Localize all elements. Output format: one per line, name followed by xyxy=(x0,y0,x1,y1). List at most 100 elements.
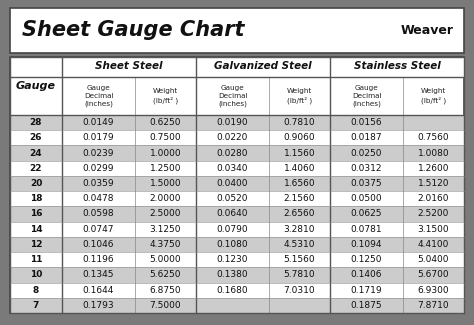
Text: 3.2810: 3.2810 xyxy=(284,225,315,234)
Text: 0.0640: 0.0640 xyxy=(217,210,248,218)
Bar xyxy=(10,146,464,161)
Bar xyxy=(62,57,464,77)
Text: 2.6560: 2.6560 xyxy=(284,210,315,218)
Bar xyxy=(10,130,464,146)
Text: 0.0478: 0.0478 xyxy=(83,194,114,203)
Text: 1.2500: 1.2500 xyxy=(150,164,181,173)
Text: 0.1080: 0.1080 xyxy=(217,240,248,249)
Text: 2.1560: 2.1560 xyxy=(284,194,315,203)
Bar xyxy=(10,237,464,252)
Bar xyxy=(10,206,464,222)
Text: Weight
(lb/ft² ): Weight (lb/ft² ) xyxy=(153,88,178,104)
Text: 11: 11 xyxy=(30,255,42,264)
Text: Galvanized Steel: Galvanized Steel xyxy=(214,61,312,71)
Text: 0.6250: 0.6250 xyxy=(150,118,181,127)
Text: 2.5000: 2.5000 xyxy=(150,210,181,218)
Text: 8: 8 xyxy=(33,286,39,295)
Bar xyxy=(10,8,464,53)
Text: 0.1406: 0.1406 xyxy=(351,270,382,280)
Text: Gauge
Decimal
(inches): Gauge Decimal (inches) xyxy=(218,85,247,107)
Text: 5.0000: 5.0000 xyxy=(150,255,182,264)
Text: Gauge: Gauge xyxy=(16,81,56,91)
Text: 0.0220: 0.0220 xyxy=(217,133,248,142)
Text: Stainless Steel: Stainless Steel xyxy=(354,61,440,71)
Text: 7: 7 xyxy=(33,301,39,310)
Text: Weight
(lb/ft² ): Weight (lb/ft² ) xyxy=(287,88,312,104)
Text: 22: 22 xyxy=(30,164,42,173)
Text: 0.1644: 0.1644 xyxy=(83,286,114,295)
Text: 2.0000: 2.0000 xyxy=(150,194,181,203)
Text: 0.1380: 0.1380 xyxy=(217,270,248,280)
Text: 7.0310: 7.0310 xyxy=(284,286,315,295)
Text: 7.5000: 7.5000 xyxy=(150,301,182,310)
Text: Sheet Gauge Chart: Sheet Gauge Chart xyxy=(22,20,245,41)
Text: 10: 10 xyxy=(30,270,42,280)
Text: 5.6700: 5.6700 xyxy=(418,270,449,280)
Text: 0.0747: 0.0747 xyxy=(83,225,114,234)
Bar xyxy=(10,176,464,191)
Text: 0.0790: 0.0790 xyxy=(217,225,248,234)
Bar xyxy=(10,161,464,176)
Text: 0.7560: 0.7560 xyxy=(418,133,449,142)
Text: 0.0781: 0.0781 xyxy=(351,225,383,234)
Text: 0.9060: 0.9060 xyxy=(284,133,315,142)
Text: 24: 24 xyxy=(30,149,42,158)
Text: 0.1719: 0.1719 xyxy=(351,286,383,295)
Text: 18: 18 xyxy=(30,194,42,203)
Text: 0.0400: 0.0400 xyxy=(217,179,248,188)
Text: 0.7810: 0.7810 xyxy=(284,118,315,127)
Text: Gauge
Decimal
(inches): Gauge Decimal (inches) xyxy=(352,85,381,107)
Text: 0.0625: 0.0625 xyxy=(351,210,382,218)
Text: 5.0400: 5.0400 xyxy=(418,255,449,264)
Text: 0.1345: 0.1345 xyxy=(83,270,114,280)
Text: 3.1250: 3.1250 xyxy=(150,225,181,234)
Text: 0.0500: 0.0500 xyxy=(351,194,383,203)
Text: 1.0000: 1.0000 xyxy=(150,149,182,158)
Text: 0.0520: 0.0520 xyxy=(217,194,248,203)
Text: 28: 28 xyxy=(30,118,42,127)
Text: 2.5200: 2.5200 xyxy=(418,210,449,218)
Text: 3.1500: 3.1500 xyxy=(418,225,449,234)
Text: 4.5310: 4.5310 xyxy=(284,240,315,249)
Text: 0.0312: 0.0312 xyxy=(351,164,382,173)
Text: 4.4100: 4.4100 xyxy=(418,240,449,249)
Text: Sheet Steel: Sheet Steel xyxy=(95,61,163,71)
Text: Gauge
Decimal
(inches): Gauge Decimal (inches) xyxy=(84,85,113,107)
Text: 0.7500: 0.7500 xyxy=(150,133,182,142)
Text: 1.5120: 1.5120 xyxy=(418,179,449,188)
Text: 26: 26 xyxy=(30,133,42,142)
Text: 0.0299: 0.0299 xyxy=(83,164,114,173)
Text: 0.0179: 0.0179 xyxy=(82,133,114,142)
Text: 0.0187: 0.0187 xyxy=(351,133,383,142)
Text: 0.0359: 0.0359 xyxy=(82,179,114,188)
Text: 7.8710: 7.8710 xyxy=(418,301,449,310)
Text: 1.6560: 1.6560 xyxy=(284,179,315,188)
Text: 0.1680: 0.1680 xyxy=(217,286,248,295)
Text: 0.1094: 0.1094 xyxy=(351,240,382,249)
Text: 1.5000: 1.5000 xyxy=(150,179,182,188)
Text: 0.0156: 0.0156 xyxy=(351,118,383,127)
Text: 2.0160: 2.0160 xyxy=(418,194,449,203)
Text: 0.0598: 0.0598 xyxy=(82,210,114,218)
Bar xyxy=(10,191,464,206)
Text: 0.1196: 0.1196 xyxy=(82,255,114,264)
Text: Weight
(lb/ft² ): Weight (lb/ft² ) xyxy=(421,88,446,104)
Text: 6.8750: 6.8750 xyxy=(150,286,182,295)
Bar xyxy=(10,57,62,115)
Bar xyxy=(10,252,464,267)
Bar xyxy=(10,222,464,237)
Text: 0.1875: 0.1875 xyxy=(351,301,383,310)
Text: 5.6250: 5.6250 xyxy=(150,270,181,280)
Text: 0.0280: 0.0280 xyxy=(217,149,248,158)
Text: 16: 16 xyxy=(30,210,42,218)
Text: 4.3750: 4.3750 xyxy=(150,240,181,249)
Text: 1.0080: 1.0080 xyxy=(418,149,449,158)
Text: 20: 20 xyxy=(30,179,42,188)
Bar xyxy=(10,298,464,313)
Text: 0.0340: 0.0340 xyxy=(217,164,248,173)
Text: 0.0250: 0.0250 xyxy=(351,149,382,158)
Text: 0.0375: 0.0375 xyxy=(351,179,383,188)
Text: 0.0239: 0.0239 xyxy=(83,149,114,158)
Text: 0.1230: 0.1230 xyxy=(217,255,248,264)
Text: 0.0190: 0.0190 xyxy=(217,118,248,127)
